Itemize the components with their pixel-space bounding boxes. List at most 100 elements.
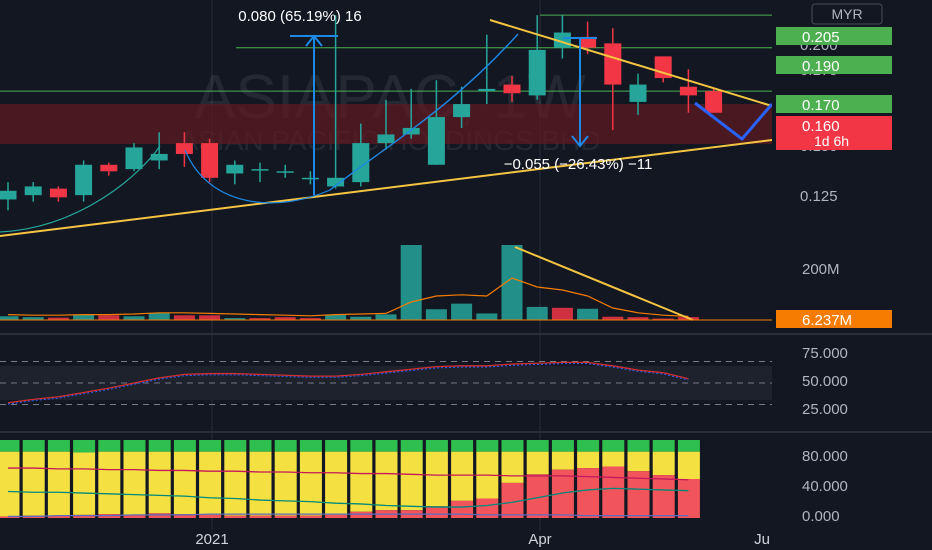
volume-bar (73, 314, 95, 320)
rising-path[interactable] (329, 33, 519, 191)
volume-tick: 200M (802, 261, 840, 278)
measure-down-label: −0.055 (−26.43%) −11 (504, 156, 653, 173)
volume-last-label: 6.237M (802, 312, 852, 329)
candle-body (654, 56, 672, 79)
osc-yellow-segment (98, 451, 121, 515)
osc-red-segment (299, 515, 322, 518)
candle-body (226, 164, 244, 174)
candle (0, 182, 17, 211)
candle-body (175, 143, 193, 154)
rsi-tick: 25.000 (802, 401, 848, 418)
volume-axis: 200M 6.237M (776, 261, 892, 329)
osc-tick: 0.000 (802, 508, 840, 525)
candle (201, 138, 219, 183)
volume-bar (224, 318, 246, 320)
volume-bar (526, 306, 548, 320)
osc-red-segment (425, 506, 448, 518)
projection-path[interactable] (694, 101, 774, 142)
candle-body (503, 84, 521, 94)
osc-yellow-segment (501, 451, 524, 483)
candle (276, 164, 294, 178)
curve-bottom[interactable] (184, 149, 331, 204)
osc-green-segment (98, 440, 121, 452)
candle (49, 186, 67, 202)
osc-green-segment (299, 440, 322, 452)
candle-body (604, 43, 622, 85)
osc-yellow-segment (73, 452, 96, 515)
osc-yellow-segment (22, 451, 45, 516)
osc-yellow-segment (224, 451, 247, 516)
volume-bar (425, 309, 447, 320)
curve-left[interactable] (0, 145, 161, 233)
candle (327, 15, 345, 189)
candle-body (377, 134, 395, 144)
osc-green-segment (123, 440, 146, 452)
osc-red-segment (677, 479, 700, 518)
osc-red-segment (526, 474, 549, 518)
candle (150, 132, 168, 170)
candle (528, 15, 546, 100)
volume-trendline (514, 246, 694, 321)
rsi-line (7, 361, 689, 404)
measure-up-head[interactable] (305, 34, 323, 47)
osc-green-segment (476, 440, 499, 452)
time-label-ju: Ju (754, 531, 770, 548)
measure-down-head[interactable] (571, 135, 589, 148)
candle (352, 123, 370, 187)
osc-yellow-segment (451, 451, 474, 501)
candle (301, 171, 319, 185)
currency-label: MYR (831, 6, 862, 22)
osc-green-segment (375, 440, 398, 452)
volume-bar (0, 316, 19, 320)
osc-green-segment (325, 440, 348, 452)
osc-yellow-segment (274, 451, 297, 516)
candle-body (579, 36, 597, 48)
osc-red-segment (47, 515, 70, 518)
currency-badge[interactable] (811, 3, 883, 25)
volume-bar (551, 307, 573, 320)
time-label-apr: Apr (528, 531, 551, 548)
osc-yellow-segment (425, 451, 448, 507)
volume-bar (627, 317, 649, 320)
candle-body (402, 127, 420, 135)
candle-body (679, 86, 697, 96)
osc-yellow-segment (325, 451, 348, 515)
candle (251, 162, 269, 183)
candle (604, 28, 622, 131)
osc-green-segment (602, 440, 625, 452)
osc-green-segment (173, 440, 196, 452)
osc-yellow-segment (652, 451, 675, 476)
osc-red-segment (123, 514, 146, 518)
rsi-pane: 75.000 50.000 25.000 (0, 345, 848, 418)
osc-yellow-segment (551, 451, 574, 470)
price-label: 0.170 (802, 97, 840, 114)
candle (226, 160, 244, 185)
resistance-trendline[interactable] (489, 19, 773, 107)
price-label: 0.205 (802, 29, 840, 46)
osc-yellow-segment (677, 451, 700, 479)
volume-bar (299, 318, 321, 320)
candle-body (276, 171, 294, 173)
osc-red-segment (249, 515, 272, 518)
osc-green-segment (627, 440, 650, 452)
osc-red-segment (0, 516, 20, 518)
support-trendline[interactable] (0, 139, 773, 237)
osc-yellow-segment (602, 451, 625, 467)
candle-body (24, 186, 42, 196)
price-tick: 0.125 (800, 188, 838, 205)
osc-green-segment (274, 440, 297, 452)
osc-green-segment (0, 440, 20, 452)
candle (503, 75, 521, 102)
volume-bar (451, 303, 473, 320)
candle-body (453, 104, 471, 118)
osc-yellow-segment (350, 451, 373, 512)
osc-green-segment (199, 440, 222, 452)
countdown-box (776, 133, 892, 150)
drawings[interactable] (0, 19, 774, 237)
volume-bar (501, 245, 523, 320)
osc-yellow-segment (400, 451, 423, 511)
osc-red-segment (451, 500, 474, 518)
candle-body (49, 188, 67, 198)
